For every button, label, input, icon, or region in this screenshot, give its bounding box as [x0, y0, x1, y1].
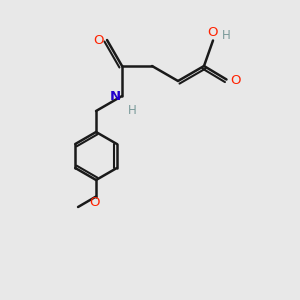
Text: H: H — [221, 28, 230, 42]
Text: O: O — [89, 196, 100, 209]
Text: O: O — [208, 26, 218, 39]
Text: N: N — [110, 89, 121, 103]
Text: O: O — [93, 34, 104, 46]
Text: H: H — [128, 103, 137, 116]
Text: O: O — [230, 74, 241, 88]
